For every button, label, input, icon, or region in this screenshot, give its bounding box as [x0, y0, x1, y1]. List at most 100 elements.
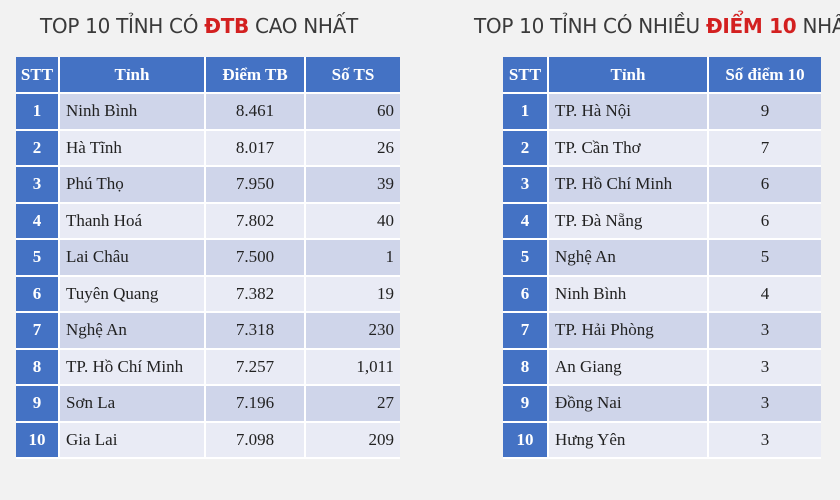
right-table-title: TOP 10 TỈNH CÓ NHIỀU ĐIỂM 10 NHẤT [474, 14, 840, 38]
table-row: 10 Gia Lai 7.098 209 [16, 422, 400, 459]
header-stt: STT [16, 57, 60, 94]
header-province: Tỉnh [60, 57, 206, 94]
top-avg-score-table: STT Tỉnh Điểm TB Số TS 1 Ninh Bình 8.461 60… [16, 57, 400, 459]
cell-perfect-count: 3 [709, 422, 821, 459]
cell-candidates: 60 [306, 94, 400, 131]
cell-stt: 7 [503, 313, 549, 350]
cell-avg-score: 7.257 [206, 349, 306, 386]
table-row: 3 Phú Thọ 7.950 39 [16, 167, 400, 204]
table-row: 6 Ninh Bình 4 [503, 276, 821, 313]
left-table-title: TOP 10 TỈNH CÓ ĐTB CAO NHẤT [40, 14, 358, 38]
cell-avg-score: 7.500 [206, 240, 306, 277]
cell-province: Thanh Hoá [60, 203, 206, 240]
cell-province: Lai Châu [60, 240, 206, 277]
cell-perfect-count: 3 [709, 386, 821, 423]
cell-stt: 1 [16, 94, 60, 131]
cell-stt: 10 [16, 422, 60, 459]
cell-avg-score: 7.318 [206, 313, 306, 350]
cell-stt: 8 [16, 349, 60, 386]
table-header-row: STT Tỉnh Điểm TB Số TS [16, 57, 400, 94]
table-row: 2 TP. Cần Thơ 7 [503, 130, 821, 167]
cell-stt: 6 [503, 276, 549, 313]
cell-avg-score: 7.196 [206, 386, 306, 423]
table-row: 4 Thanh Hoá 7.802 40 [16, 203, 400, 240]
table-row: 1 Ninh Bình 8.461 60 [16, 94, 400, 131]
cell-province: Nghệ An [60, 313, 206, 350]
cell-province: An Giang [549, 349, 709, 386]
cell-perfect-count: 6 [709, 203, 821, 240]
cell-stt: 2 [503, 130, 549, 167]
cell-province: Sơn La [60, 386, 206, 423]
cell-perfect-count: 4 [709, 276, 821, 313]
cell-stt: 9 [503, 386, 549, 423]
table-row: 10 Hưng Yên 3 [503, 422, 821, 459]
header-avg-score: Điểm TB [206, 57, 306, 94]
table-row: 2 Hà Tĩnh 8.017 26 [16, 130, 400, 167]
cell-stt: 4 [16, 203, 60, 240]
table-header-row: STT Tỉnh Số điểm 10 [503, 57, 821, 94]
cell-stt: 5 [503, 240, 549, 277]
cell-candidates: 27 [306, 386, 400, 423]
cell-province: Tuyên Quang [60, 276, 206, 313]
left-title-highlight: ĐTB [204, 14, 249, 38]
table-row: 3 TP. Hồ Chí Minh 6 [503, 167, 821, 204]
cell-province: TP. Cần Thơ [549, 130, 709, 167]
table-row: 9 Sơn La 7.196 27 [16, 386, 400, 423]
table-row: 9 Đồng Nai 3 [503, 386, 821, 423]
table-row: 6 Tuyên Quang 7.382 19 [16, 276, 400, 313]
cell-province: TP. Hồ Chí Minh [549, 167, 709, 204]
cell-province: Ninh Bình [60, 94, 206, 131]
cell-province: TP. Hồ Chí Minh [60, 349, 206, 386]
cell-perfect-count: 3 [709, 313, 821, 350]
header-stt: STT [503, 57, 549, 94]
cell-candidates: 19 [306, 276, 400, 313]
left-title-post: CAO NHẤT [248, 14, 358, 38]
right-title-pre: TOP 10 TỈNH CÓ NHIỀU [474, 14, 706, 38]
table-row: 1 TP. Hà Nội 9 [503, 94, 821, 131]
cell-province: TP. Đà Nẵng [549, 203, 709, 240]
cell-stt: 9 [16, 386, 60, 423]
table-row: 8 An Giang 3 [503, 349, 821, 386]
cell-province: TP. Hải Phòng [549, 313, 709, 350]
header-perfect-count: Số điểm 10 [709, 57, 821, 94]
table-row: 4 TP. Đà Nẵng 6 [503, 203, 821, 240]
cell-province: Gia Lai [60, 422, 206, 459]
cell-perfect-count: 5 [709, 240, 821, 277]
cell-stt: 5 [16, 240, 60, 277]
cell-province: Đồng Nai [549, 386, 709, 423]
cell-stt: 7 [16, 313, 60, 350]
cell-province: Phú Thọ [60, 167, 206, 204]
cell-stt: 4 [503, 203, 549, 240]
cell-candidates: 40 [306, 203, 400, 240]
cell-candidates: 26 [306, 130, 400, 167]
cell-stt: 3 [503, 167, 549, 204]
header-province: Tỉnh [549, 57, 709, 94]
cell-stt: 3 [16, 167, 60, 204]
cell-candidates: 209 [306, 422, 400, 459]
cell-candidates: 1,011 [306, 349, 400, 386]
cell-perfect-count: 7 [709, 130, 821, 167]
cell-candidates: 230 [306, 313, 400, 350]
cell-avg-score: 7.802 [206, 203, 306, 240]
cell-perfect-count: 3 [709, 349, 821, 386]
cell-avg-score: 8.017 [206, 130, 306, 167]
cell-candidates: 39 [306, 167, 400, 204]
cell-province: Nghệ An [549, 240, 709, 277]
cell-avg-score: 7.098 [206, 422, 306, 459]
cell-stt: 10 [503, 422, 549, 459]
cell-perfect-count: 9 [709, 94, 821, 131]
cell-avg-score: 8.461 [206, 94, 306, 131]
table-row: 5 Lai Châu 7.500 1 [16, 240, 400, 277]
cell-avg-score: 7.382 [206, 276, 306, 313]
cell-stt: 1 [503, 94, 549, 131]
right-title-highlight: ĐIỂM 10 [705, 14, 797, 38]
cell-province: Hưng Yên [549, 422, 709, 459]
header-candidates: Số TS [306, 57, 400, 94]
cell-stt: 6 [16, 276, 60, 313]
top-perfect-score-table: STT Tỉnh Số điểm 10 1 TP. Hà Nội 9 2 TP. Cần… [503, 57, 821, 459]
table-row: 7 Nghệ An 7.318 230 [16, 313, 400, 350]
cell-province: TP. Hà Nội [549, 94, 709, 131]
left-title-pre: TOP 10 TỈNH CÓ [40, 14, 205, 38]
cell-province: Ninh Bình [549, 276, 709, 313]
table-row: 5 Nghệ An 5 [503, 240, 821, 277]
